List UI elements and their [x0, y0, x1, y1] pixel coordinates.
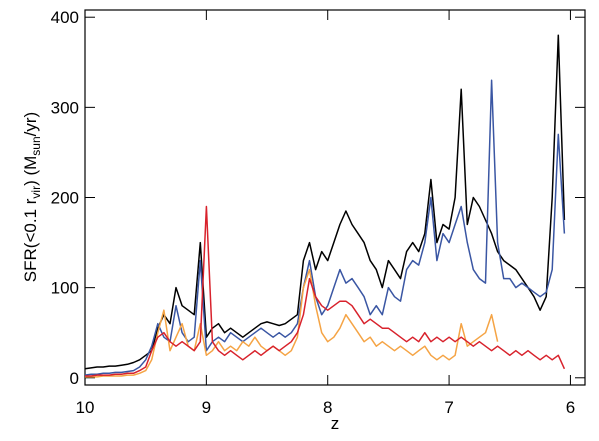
y-tick-label: 400 [51, 8, 79, 27]
y-axis-label: SFR(<0.1 rvir) (Msun/yr) [21, 112, 43, 282]
y-tick-label: 200 [51, 189, 79, 208]
y-tick-label: 300 [51, 98, 79, 117]
y-label-subscript: sun [29, 136, 43, 155]
y-tick-label: 100 [51, 279, 79, 298]
y-label-part: /yr) [21, 112, 40, 137]
series-line [85, 268, 499, 378]
y-label-part: SFR(<0.1 r [21, 198, 40, 282]
x-tick-label: 8 [323, 398, 332, 417]
x-tick-label: 10 [76, 398, 95, 417]
y-label-part: ) (M [21, 156, 40, 186]
series-line [84, 79, 566, 376]
series-line [85, 205, 566, 377]
y-label-subscript: vir [29, 186, 43, 199]
x-axis-label: z [331, 414, 340, 433]
y-tick-label: 0 [70, 369, 79, 388]
x-tick-label: 7 [444, 398, 453, 417]
x-tick-label: 9 [202, 398, 211, 417]
x-tick-label: 6 [566, 398, 575, 417]
